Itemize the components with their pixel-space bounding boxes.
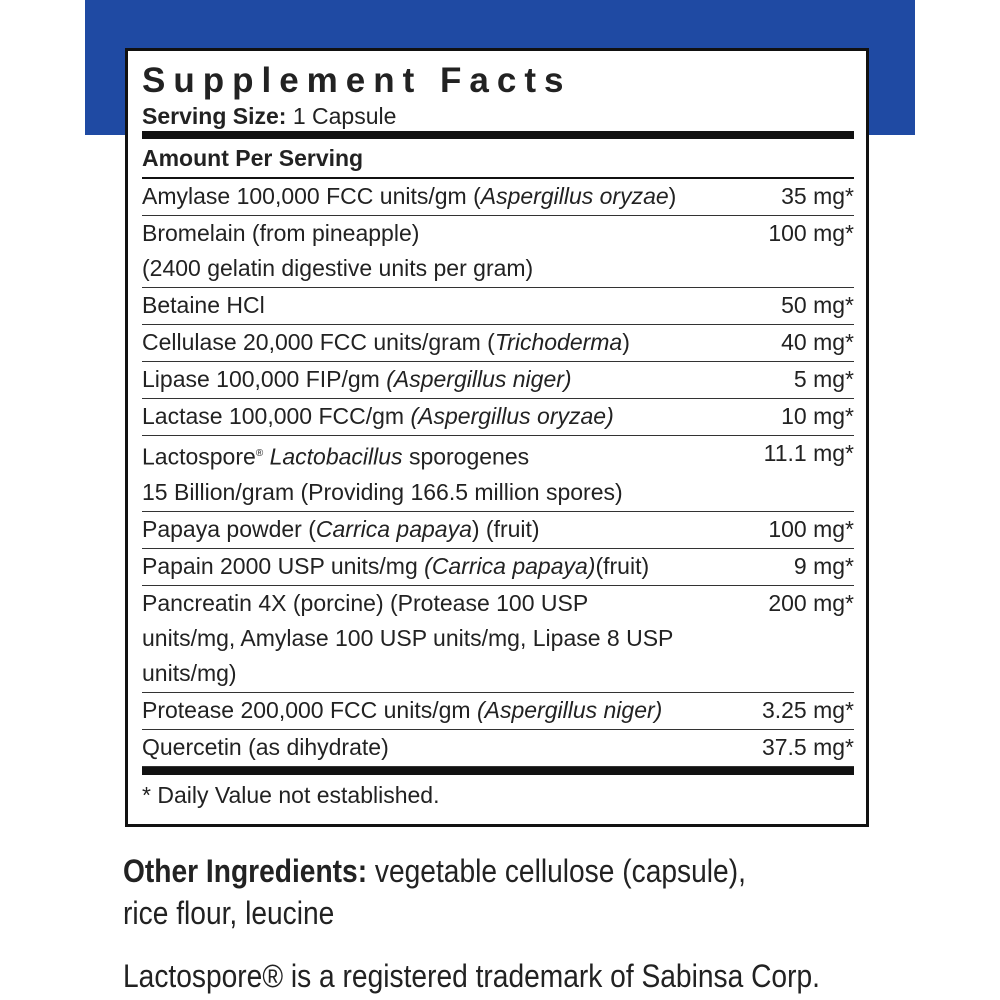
text: sporogenes [408, 443, 530, 470]
row: Pancreatin 4X (porcine) (Protease 100 US… [142, 586, 854, 693]
name: Cellulase 20,000 FCC units/gram (Trichod… [142, 325, 742, 360]
italic: Aspergillus oryzae [480, 183, 669, 209]
row: Lipase 100,000 FIP/gm (Aspergillus niger… [142, 362, 854, 399]
footnote: * Daily Value not established. [142, 781, 440, 808]
text: Lactospore [142, 443, 256, 470]
serving-size-value: 1 Capsule [292, 103, 397, 129]
name: Lipase 100,000 FIP/gm (Aspergillus niger… [142, 362, 742, 397]
amount: 100 mg* [768, 515, 854, 542]
amount: 40 mg* [781, 329, 854, 355]
row: Bromelain (from pineapple) (2400 gelatin … [142, 216, 854, 288]
text: Betaine HCl [142, 292, 265, 318]
text: Papain 2000 USP units/mg [142, 552, 418, 579]
serving-size-label: Serving Size: [142, 103, 287, 129]
name: Protease 200,000 FCC units/gm (Aspergill… [142, 693, 742, 728]
registered-mark: ® [255, 448, 264, 459]
name: Amylase 100,000 FCC units/gm (Aspergillu… [142, 179, 742, 214]
divider [142, 131, 854, 139]
text: ) (fruit) [471, 515, 540, 542]
row: Quercetin (as dihydrate) 37.5 mg* [142, 730, 854, 767]
name: Bromelain (from pineapple) (2400 gelatin … [142, 216, 742, 286]
text: Protease 200,000 FCC units/gm [142, 696, 471, 723]
text: ) [668, 183, 677, 209]
row: Betaine HCl 50 mg* [142, 288, 854, 325]
other-ingredients-text: vegetable cellulose (capsule), rice flou… [123, 853, 746, 931]
supplement-facts-panel: Supplement Facts Serving Size: 1 Capsule… [125, 48, 869, 827]
title: Supplement Facts [142, 61, 572, 100]
italic: (Carrica papaya) [424, 552, 596, 579]
amount: 35 mg* [781, 183, 854, 209]
row: Lactase 100,000 FCC/gm (Aspergillus oryz… [142, 399, 854, 436]
serving-size: Serving Size: 1 Capsule [142, 101, 854, 131]
amount: 9 mg* [793, 552, 854, 579]
text: Quercetin (as dihydrate) [142, 733, 389, 760]
italic: Lactobacillus [269, 443, 403, 470]
text: (fruit) [595, 552, 650, 579]
row: Lactospore® Lactobacillus sporogenes 15 B… [142, 436, 854, 512]
name: Quercetin (as dihydrate) [142, 730, 742, 765]
text: Cellulase 20,000 FCC units/gram ( [142, 329, 495, 355]
amount: 50 mg* [781, 292, 854, 318]
other-ingredients-label: Other Ingredients: [123, 853, 368, 889]
text: Bromelain (from pineapple) [142, 220, 420, 246]
amount: 100 mg* [768, 220, 854, 246]
row: Cellulase 20,000 FCC units/gram (Trichod… [142, 325, 854, 362]
italic: Carrica papaya [315, 515, 472, 542]
row: Papaya powder (Carrica papaya) (fruit) 10… [142, 512, 854, 549]
text: (2400 gelatin digestive units per gram) [142, 255, 534, 281]
name: Lactospore® Lactobacillus sporogenes 15 B… [142, 436, 742, 510]
text: Amylase 100,000 FCC units/gm ( [142, 183, 481, 209]
amount: 3.25 mg* [761, 696, 854, 723]
text: 15 Billion/gram (Providing 166.5 million… [142, 478, 623, 505]
other-ingredients: Other Ingredients: vegetable cellulose (… [123, 850, 792, 934]
name: Lactase 100,000 FCC/gm (Aspergillus oryz… [142, 399, 742, 434]
trademark: Lactospore® is a registered trademark of… [123, 958, 820, 994]
amount-header: Amount Per Serving [142, 139, 854, 179]
divider [142, 766, 854, 775]
amount: 37.5 mg* [761, 733, 854, 760]
text: Pancreatin 4X (porcine) (Protease 100 US… [142, 589, 673, 686]
text: ) [622, 329, 630, 355]
amount: 10 mg* [781, 403, 854, 429]
text: Lactase 100,000 FCC/gm [142, 403, 405, 429]
amount: 5 mg* [793, 366, 854, 392]
name: Pancreatin 4X (porcine) (Protease 100 US… [142, 586, 687, 691]
italic: (Aspergillus niger) [476, 696, 663, 723]
amount: 11.1 mg* [763, 440, 854, 466]
name: Papaya powder (Carrica papaya) (fruit) [142, 512, 742, 547]
name: Betaine HCl [142, 288, 742, 323]
row: Protease 200,000 FCC units/gm (Aspergill… [142, 693, 854, 730]
amount: 200 mg* [768, 589, 854, 616]
text: Lipase 100,000 FIP/gm [142, 366, 380, 392]
name: Papain 2000 USP units/mg (Carrica papaya… [142, 549, 742, 584]
text: Papaya powder ( [142, 515, 316, 542]
italic: (Aspergillus niger) [386, 366, 572, 392]
row: Amylase 100,000 FCC units/gm (Aspergillu… [142, 179, 854, 216]
italic: Trichoderma [494, 329, 623, 355]
italic: (Aspergillus oryzae) [410, 403, 614, 429]
row: Papain 2000 USP units/mg (Carrica papaya… [142, 549, 854, 586]
